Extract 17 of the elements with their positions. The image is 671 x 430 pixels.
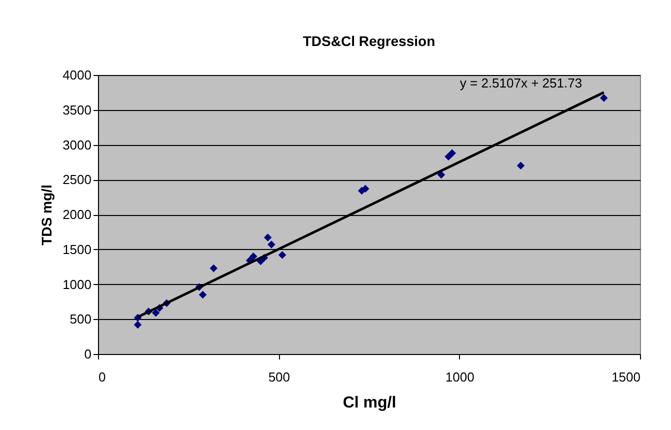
y-tick-label: 1500	[62, 242, 92, 257]
chart-title: TDS&Cl Regression	[302, 33, 436, 49]
y-tick-label: 2500	[62, 172, 92, 188]
y-tick-label: 3500	[62, 102, 92, 118]
x-tick-label: 1000	[445, 370, 474, 384]
y-tick-label: 1000	[62, 276, 92, 292]
y-tick-label: 500	[70, 312, 92, 327]
x-tick-label: 0	[98, 370, 106, 384]
x-tick-label: 500	[268, 370, 290, 384]
y-tick-label: 0	[84, 346, 92, 362]
y-axis-title: TDS mg/l	[38, 184, 55, 246]
x-tick-label: 1500	[612, 370, 640, 384]
y-tick-label: 2000	[62, 207, 92, 222]
x-axis-title: Cl mg/l	[342, 394, 396, 412]
y-tick-label: 3000	[62, 137, 92, 152]
y-tick-label: 4000	[62, 68, 92, 82]
annotation: y = 2.5107x + 251.73	[460, 75, 582, 90]
